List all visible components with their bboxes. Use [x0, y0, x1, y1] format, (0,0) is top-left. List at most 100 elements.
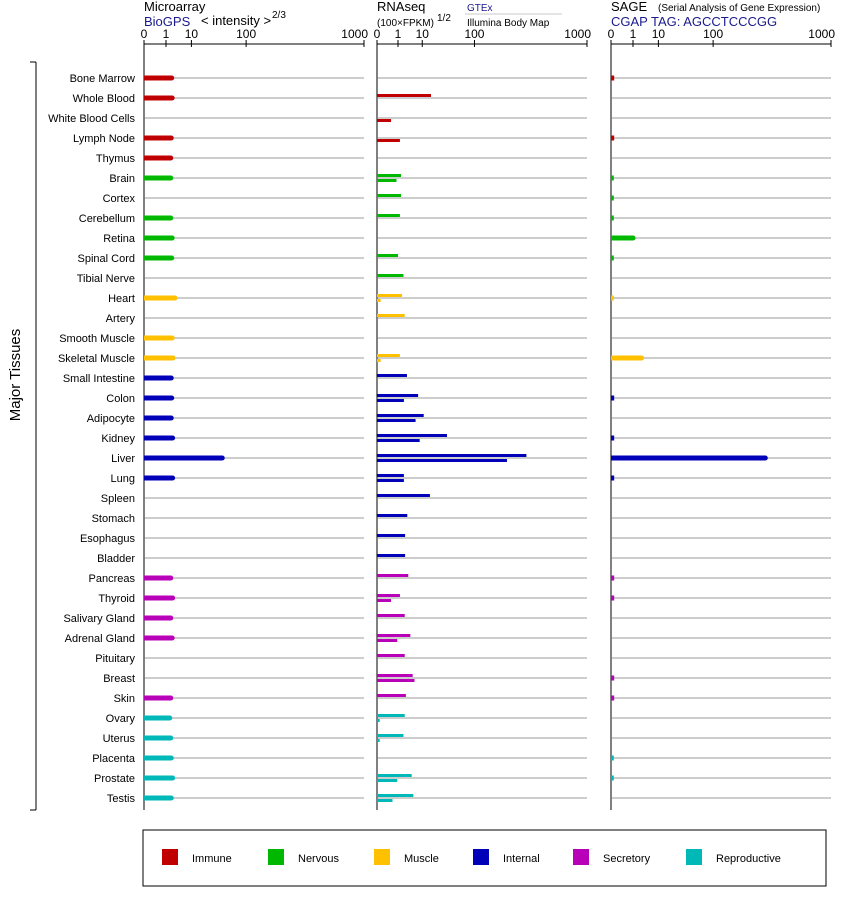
gtex-bar-spinal-cord	[377, 254, 398, 257]
sage-bar-liver	[611, 455, 766, 461]
illumina-bar-uterus	[377, 739, 380, 742]
sage-bar-colon	[611, 395, 615, 401]
intensity-exponent: 2/3	[272, 10, 286, 21]
rnaseq-tick-label: 1	[395, 27, 402, 41]
tissue-label: Liver	[111, 453, 135, 465]
legend: Immune Nervous Muscle Internal Secretory Repr…	[162, 849, 781, 865]
microarray-bar-kidney	[144, 435, 173, 441]
microarray-bar-thyroid	[144, 595, 173, 601]
legend-label-reproductive: Reproductive	[716, 853, 781, 865]
sage-bar-kidney	[611, 435, 615, 441]
microarray-tick-label: 100	[236, 27, 256, 41]
illumina-bar-lymph-node	[377, 139, 400, 142]
tissue-label: White Blood Cells	[48, 113, 135, 125]
tissue-label: Ovary	[106, 713, 136, 725]
microarray-tick-label: 1000	[341, 27, 368, 41]
microarray-tick-label: 10	[185, 27, 199, 41]
tissue-label: Heart	[108, 293, 135, 305]
sage-bar-bone-marrow	[611, 75, 615, 81]
microarray-bar-pancreas	[144, 575, 171, 581]
gtex-bar-artery	[377, 314, 405, 317]
microarray-bar-end-colon	[169, 395, 175, 401]
tissue-label: Prostate	[94, 773, 135, 785]
axes-layer: 0 1 10 100 1000 0 1 10 100 1000 0 1 10 100 1000	[141, 27, 835, 810]
microarray-bar-cerebellum	[144, 215, 171, 221]
rnaseq-exponent: 1/2	[437, 13, 451, 24]
microarray-bar-end-ovary	[167, 715, 173, 721]
sage-bar-thyroid	[611, 595, 615, 601]
gtex-bar-stomach	[377, 514, 408, 517]
tissue-label: Tibial Nerve	[77, 273, 135, 285]
tissue-label: Whole Blood	[73, 93, 135, 105]
sage-bar-cerebellum	[611, 215, 614, 221]
tissue-label: Cortex	[103, 193, 136, 205]
illumina-bar-colon	[377, 399, 404, 402]
gtex-link[interactable]: GTEx	[467, 3, 493, 14]
tissue-label: Spinal Cord	[78, 253, 135, 265]
microarray-bar-heart	[144, 295, 176, 301]
illumina-bar-breast	[377, 679, 415, 682]
sage-bar-end-skeletal-muscle	[639, 355, 645, 361]
microarray-bar-brain	[144, 175, 171, 181]
gtex-bar-thyroid	[377, 594, 400, 597]
tissue-label: Skin	[114, 693, 135, 705]
tissue-label: Lung	[111, 473, 135, 485]
biogps-link[interactable]: BioGPS	[144, 14, 191, 29]
microarray-bar-end-lymph-node	[168, 135, 174, 141]
legend-swatch-internal	[473, 849, 489, 865]
legend-swatch-muscle	[374, 849, 390, 865]
tissue-label: Uterus	[103, 733, 136, 745]
tissue-label: Bone Marrow	[70, 73, 135, 85]
legend-label-internal: Internal	[503, 853, 540, 865]
microarray-bar-end-cerebellum	[168, 215, 174, 221]
microarray-bar-end-adrenal-gland	[169, 635, 175, 641]
tissue-label: Bladder	[97, 553, 135, 565]
tissue-label: Salivary Gland	[63, 613, 135, 625]
microarray-bar-skin	[144, 695, 171, 701]
gtex-bar-esophagus	[377, 534, 406, 537]
tissue-label: Lymph Node	[73, 133, 135, 145]
tissue-label: Kidney	[101, 433, 135, 445]
gtex-bar-uterus	[377, 734, 404, 737]
tissue-label: Adipocyte	[87, 413, 135, 425]
gtex-bar-kidney	[377, 434, 447, 437]
sage-bar-end-liver	[762, 455, 768, 461]
microarray-bar-end-lung	[170, 475, 176, 481]
gtex-bar-small-intestine	[377, 374, 407, 377]
tissue-label: Esophagus	[80, 533, 136, 545]
gtex-bar-lung	[377, 474, 404, 477]
legend-box	[142, 829, 827, 887]
microarray-bar-liver	[144, 455, 223, 461]
intensity-scale-label: < intensity >	[201, 13, 271, 28]
sage-bar-brain	[611, 175, 614, 181]
microarray-bar-salivary-gland	[144, 615, 171, 621]
rnaseq-unit: (100×FPKM)	[377, 18, 434, 29]
microarray-bar-small-intestine	[144, 375, 172, 381]
microarray-title: Microarray	[144, 0, 206, 14]
rnaseq-title: RNAseq	[377, 0, 425, 14]
legend-label-nervous: Nervous	[298, 853, 339, 865]
cgap-tag-link[interactable]: CGAP TAG: AGCCTCCCGG	[611, 14, 777, 29]
illumina-bar-adipocyte	[377, 419, 416, 422]
tissue-label: Adrenal Gland	[65, 633, 135, 645]
microarray-bar-adipocyte	[144, 415, 172, 421]
legend-label-immune: Immune	[192, 853, 232, 865]
tissue-label: Stomach	[92, 513, 135, 525]
legend-swatch-secretory	[573, 849, 589, 865]
microarray-bar-whole-blood	[144, 95, 173, 101]
gtex-bar-adipocyte	[377, 414, 424, 417]
microarray-bar-bone-marrow	[144, 75, 172, 81]
microarray-bar-end-uterus	[168, 735, 174, 741]
tissue-label: Brain	[109, 173, 135, 185]
legend-label-secretory: Secretory	[603, 853, 651, 865]
sage-tick-label: 100	[703, 27, 723, 41]
illumina-label: Illumina Body Map	[467, 18, 550, 29]
tissue-label: Pituitary	[95, 653, 135, 665]
microarray-bar-end-prostate	[170, 775, 176, 781]
sage-tick-label: 1000	[808, 27, 835, 41]
gtex-bar-salivary-gland	[377, 614, 405, 617]
microarray-bar-end-brain	[168, 175, 174, 181]
sage-bar-breast	[611, 675, 615, 681]
microarray-bar-end-thymus	[168, 155, 174, 161]
